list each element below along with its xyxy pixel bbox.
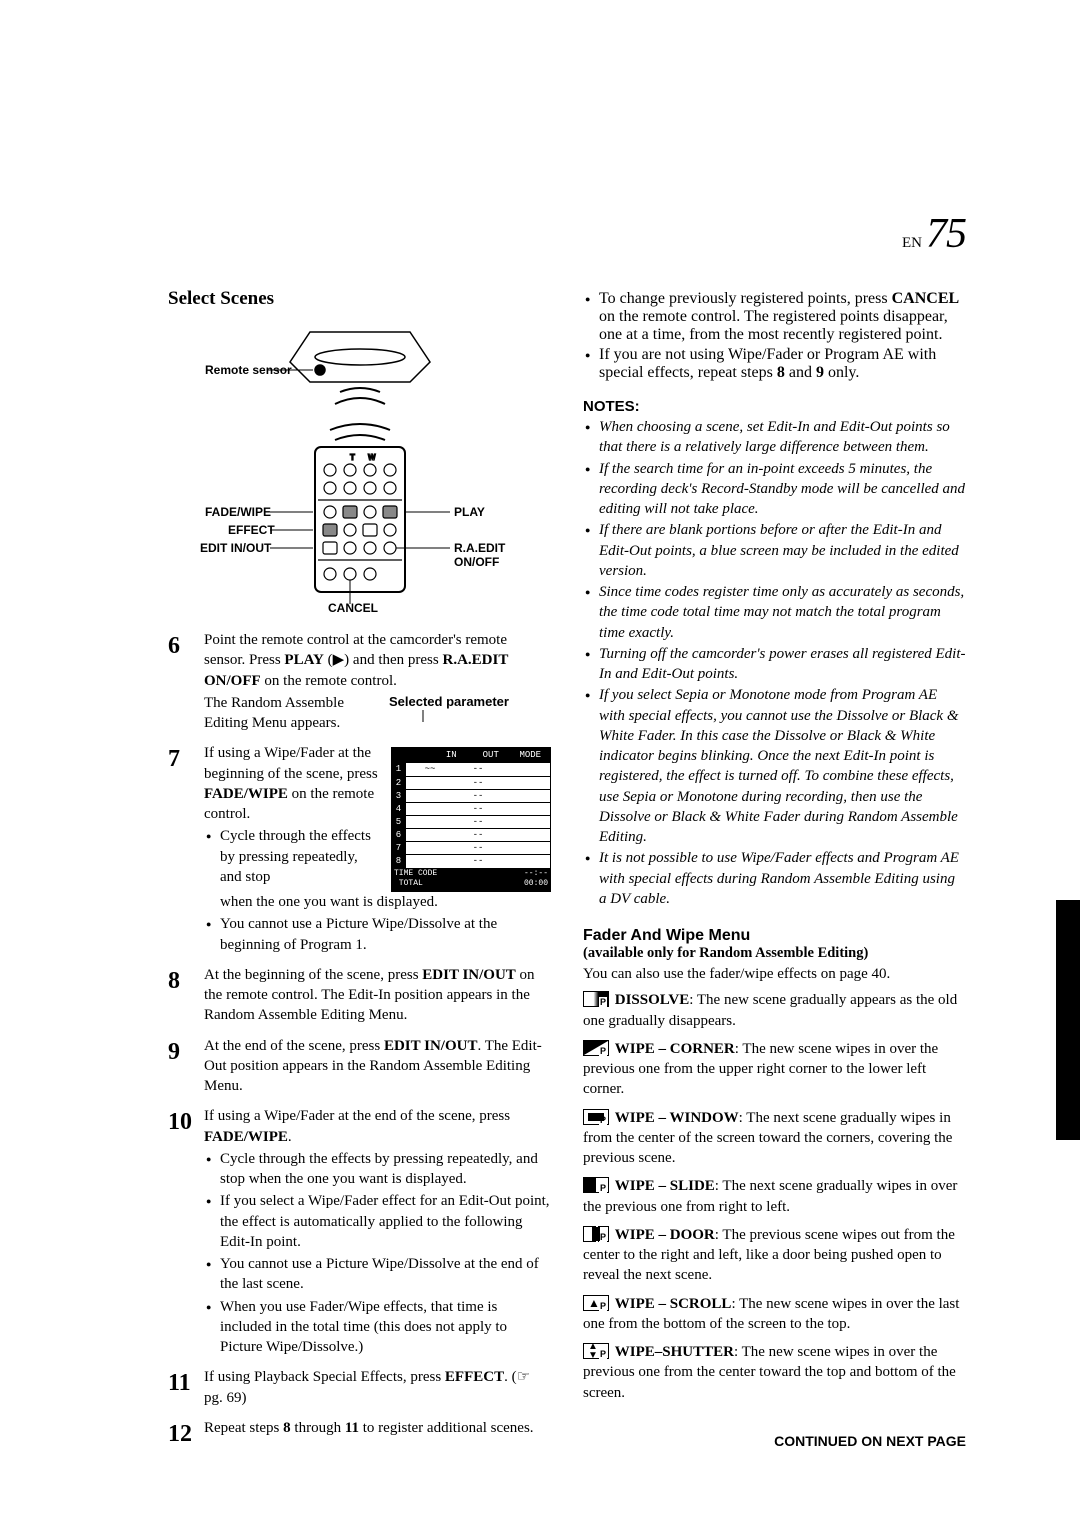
top-bullet-1: To change previously registered points, … — [583, 290, 966, 344]
fader-intro: You can also use the fader/wipe effects … — [583, 964, 966, 984]
shutter-icon: P — [583, 1343, 609, 1359]
fader-sub: (available only for Random Assemble Edit… — [583, 945, 966, 962]
svg-text:EFFECT: EFFECT — [228, 523, 275, 537]
wipe-dissolve: P DISSOLVE: The new scene gradually appe… — [583, 990, 966, 1031]
svg-text:ON/OFF: ON/OFF — [454, 555, 499, 569]
step-6: 6 Point the remote control at the camcor… — [168, 630, 551, 733]
step-9: 9 At the end of the scene, press EDIT IN… — [168, 1036, 551, 1097]
step-7-b1: Cycle through the effects by pressing re… — [204, 826, 381, 887]
step-8: 8 At the beginning of the scene, press E… — [168, 965, 551, 1026]
selected-parameter-label: Selected parameter — [389, 693, 551, 711]
step-10-b2: If you select a Wipe/Fader effect for an… — [204, 1191, 551, 1252]
wipe-slide: P WIPE – SLIDE: The next scene gradually… — [583, 1176, 966, 1217]
dissolve-icon: P — [583, 991, 609, 1007]
step-8-body: At the beginning of the scene, press EDI… — [204, 965, 551, 1026]
continued-label: CONTINUED ON NEXT PAGE — [583, 1433, 966, 1449]
page-number: 75 — [926, 211, 966, 257]
wipe-shutter: P WIPE–SHUTTER: The new scene wipes in o… — [583, 1342, 966, 1403]
step-10-b1: Cycle through the effects by pressing re… — [204, 1149, 551, 1190]
svg-text:CANCEL: CANCEL — [328, 601, 378, 612]
svg-text:EDIT IN/OUT: EDIT IN/OUT — [200, 541, 272, 555]
editing-menu-display: INOUTMODE 1~~-- 2-- 3-- 4-- 5-- 6-- 7-- … — [391, 747, 551, 892]
slide-icon: P — [583, 1177, 609, 1193]
window-icon: P — [583, 1109, 609, 1125]
svg-text:PLAY: PLAY — [454, 505, 485, 519]
step-9-body: At the end of the scene, press EDIT IN/O… — [204, 1036, 551, 1097]
notes-heading: NOTES: — [583, 398, 966, 415]
step-10-b3: You cannot use a Picture Wipe/Dissolve a… — [204, 1254, 551, 1295]
svg-text:W: W — [368, 453, 376, 462]
note-7: It is not possible to use Wipe/Fader eff… — [583, 848, 966, 909]
step-7-b1-cont: when the one you want is displayed. — [204, 892, 551, 912]
step-7-b2: You cannot use a Picture Wipe/Dissolve a… — [204, 914, 551, 955]
step-7: 7 If using a Wipe/Fader at the beginning… — [168, 743, 551, 955]
note-4: Since time codes register time only as a… — [583, 582, 966, 643]
step-12: 12 Repeat steps 8 through 11 to register… — [168, 1418, 551, 1450]
note-1: When choosing a scene, set Edit-In and E… — [583, 417, 966, 458]
notes-list: When choosing a scene, set Edit-In and E… — [583, 417, 966, 909]
corner-icon: P — [583, 1040, 609, 1056]
step-11: 11 If using Playback Special Effects, pr… — [168, 1367, 551, 1408]
page-header: EN75 — [168, 210, 966, 258]
note-5: Turning off the camcorder's power erases… — [583, 644, 966, 685]
section-title: Select Scenes — [168, 288, 551, 310]
svg-text:T: T — [350, 453, 355, 462]
wipe-door: P WIPE – DOOR: The previous scene wipes … — [583, 1225, 966, 1286]
page-tab — [1056, 900, 1080, 1140]
svg-text:FADE/WIPE: FADE/WIPE — [205, 505, 271, 519]
step-10-b4: When you use Fader/Wipe effects, that ti… — [204, 1297, 551, 1358]
right-column: To change previously registered points, … — [583, 288, 966, 1460]
step-12-body: Repeat steps 8 through 11 to register ad… — [204, 1418, 551, 1438]
note-3: If there are blank portions before or af… — [583, 520, 966, 581]
wipe-window: P WIPE – WINDOW: The next scene graduall… — [583, 1108, 966, 1169]
lang-code: EN — [902, 235, 922, 251]
step-11-body: If using Playback Special Effects, press… — [204, 1367, 551, 1408]
note-2: If the search time for an in-point excee… — [583, 459, 966, 520]
remote-diagram: T W — [168, 322, 551, 612]
wipe-scroll: P WIPE – SCROLL: The new scene wipes in … — [583, 1294, 966, 1335]
note-6: If you select Sepia or Monotone mode fro… — [583, 685, 966, 847]
step-6-after: The Random Assemble Editing Menu appears… — [204, 693, 379, 734]
step-10: 10 If using a Wipe/Fader at the end of t… — [168, 1106, 551, 1357]
left-column: Select Scenes — [168, 288, 551, 1460]
step-10-body: If using a Wipe/Fader at the end of the … — [204, 1108, 510, 1144]
wipe-corner: P WIPE – CORNER: The new scene wipes in … — [583, 1039, 966, 1100]
fader-heading: Fader And Wipe Menu — [583, 927, 966, 945]
label-remote-sensor: Remote sensor — [205, 363, 292, 377]
scroll-icon: P — [583, 1295, 609, 1311]
step-6-body: Point the remote control at the camcorde… — [204, 632, 508, 689]
top-bullet-2: If you are not using Wipe/Fader or Progr… — [583, 346, 966, 382]
step-7-body: If using a Wipe/Fader at the beginning o… — [204, 745, 378, 822]
svg-text:R.A.EDIT: R.A.EDIT — [454, 541, 506, 555]
door-icon: P — [583, 1226, 609, 1242]
